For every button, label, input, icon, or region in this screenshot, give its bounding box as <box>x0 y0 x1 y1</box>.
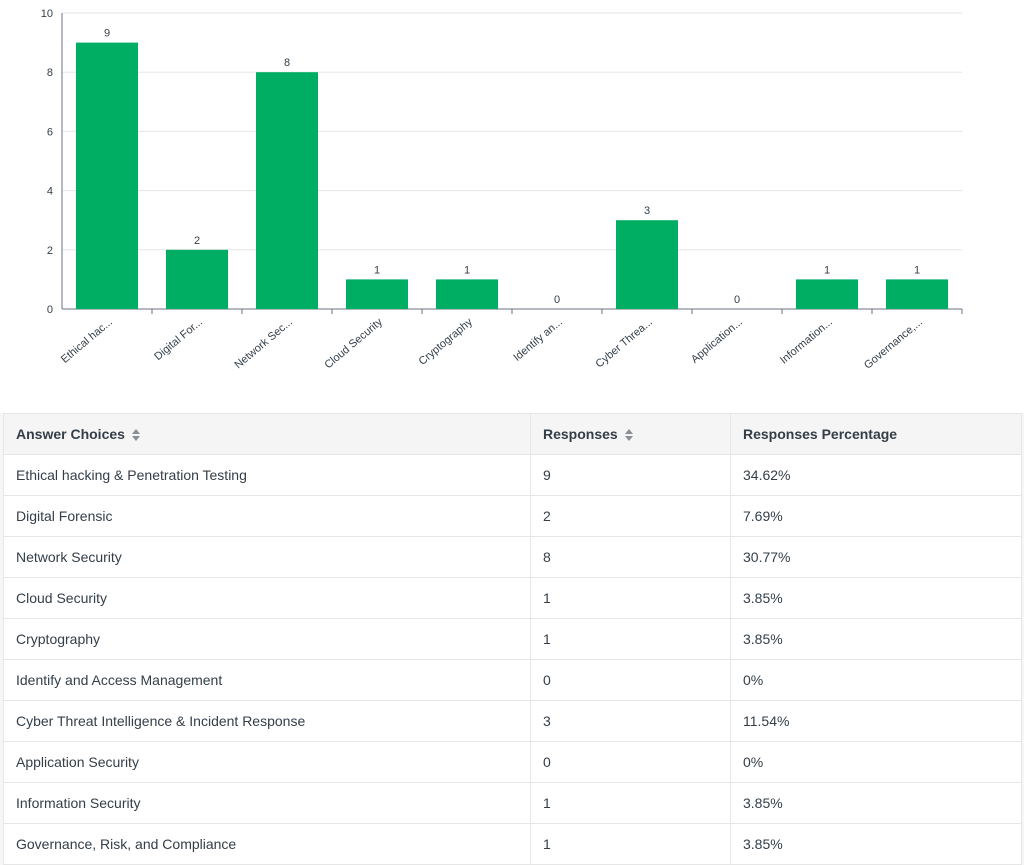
bar <box>76 42 138 309</box>
data-label: 0 <box>734 294 740 306</box>
data-label: 2 <box>194 235 200 247</box>
header-answer-choices[interactable]: Answer Choices <box>3 413 531 455</box>
header-answer-choices-label: Answer Choices <box>16 425 125 442</box>
percentage-cell: 7.69% <box>730 495 1022 537</box>
bar <box>166 249 228 309</box>
percentage-cell: 0% <box>730 741 1022 783</box>
x-tick-label: Governance,... <box>862 316 925 372</box>
header-responses-label: Responses <box>543 425 618 442</box>
bar <box>346 279 408 309</box>
answer-choice-cell: Application Security <box>3 741 531 783</box>
data-label: 1 <box>824 264 830 276</box>
answer-choice-cell: Ethical hacking & Penetration Testing <box>3 454 531 496</box>
responses-cell: 1 <box>530 618 731 660</box>
responses-cell: 9 <box>530 454 731 496</box>
x-tick-label: Cloud Security <box>322 316 385 371</box>
percentage-cell: 3.85% <box>730 782 1022 824</box>
header-responses[interactable]: Responses <box>530 413 731 455</box>
y-tick-label: 8 <box>47 67 53 79</box>
y-tick-label: 4 <box>47 186 53 198</box>
answer-choice-cell: Digital Forensic <box>3 495 531 537</box>
data-label: 0 <box>554 294 560 306</box>
bar <box>436 279 498 309</box>
sort-icon[interactable] <box>131 428 141 442</box>
table-row: Governance, Risk, and Compliance 1 3.85% <box>3 823 1022 865</box>
results-table: Answer Choices Responses Responses Perce… <box>3 413 1022 865</box>
data-label: 1 <box>914 264 920 276</box>
table-row: Digital Forensic 2 7.69% <box>3 495 1022 537</box>
table-row: Ethical hacking & Penetration Testing 9 … <box>3 454 1022 496</box>
answer-choice-cell: Cryptography <box>3 618 531 660</box>
bar <box>256 72 318 309</box>
y-tick-label: 0 <box>47 304 53 316</box>
answer-choice-cell: Network Security <box>3 536 531 578</box>
x-tick-label: Digital For... <box>152 316 205 363</box>
responses-cell: 8 <box>530 536 731 578</box>
table-row: Network Security 8 30.77% <box>3 536 1022 578</box>
data-label: 3 <box>644 205 650 217</box>
header-responses-percentage-label: Responses Percentage <box>743 426 898 442</box>
responses-cell: 0 <box>530 741 731 783</box>
responses-cell: 0 <box>530 659 731 701</box>
percentage-cell: 3.85% <box>730 618 1022 660</box>
bar <box>796 279 858 309</box>
answer-choice-cell: Information Security <box>3 782 531 824</box>
table-row: Information Security 1 3.85% <box>3 782 1022 824</box>
table-row: Cryptography 1 3.85% <box>3 618 1022 660</box>
data-label: 1 <box>374 264 380 276</box>
data-label: 9 <box>104 28 110 40</box>
table-header-row: Answer Choices Responses Responses Perce… <box>3 413 1022 455</box>
data-label: 8 <box>284 57 290 69</box>
x-tick-label: Cryptography <box>417 316 476 368</box>
responses-cell: 1 <box>530 577 731 619</box>
chart-panel: 0 2 4 6 8 10 9 Ethical hac... 2 Digital For... 8 Ne… <box>0 0 1024 413</box>
sort-icon[interactable] <box>624 428 634 442</box>
x-tick-label: Application... <box>689 316 745 366</box>
percentage-cell: 0% <box>730 659 1022 701</box>
answer-choice-cell: Governance, Risk, and Compliance <box>3 823 531 865</box>
bar <box>886 279 948 309</box>
answer-choice-cell: Cloud Security <box>3 577 531 619</box>
responses-cell: 3 <box>530 700 731 742</box>
data-label: 1 <box>464 264 470 276</box>
table-row: Identify and Access Management 0 0% <box>3 659 1022 701</box>
header-responses-percentage: Responses Percentage <box>730 413 1022 455</box>
y-tick-label: 2 <box>47 245 53 257</box>
table-row: Cloud Security 1 3.85% <box>3 577 1022 619</box>
x-tick-label: Cyber Threa... <box>594 316 655 370</box>
percentage-cell: 11.54% <box>730 700 1022 742</box>
x-tick-label: Identify an... <box>511 316 565 364</box>
y-tick-label: 6 <box>47 126 53 138</box>
table-row: Cyber Threat Intelligence & Incident Res… <box>3 700 1022 742</box>
x-tick-label: Network Sec... <box>232 316 295 371</box>
responses-cell: 1 <box>530 823 731 865</box>
bar <box>616 220 678 309</box>
percentage-cell: 30.77% <box>730 536 1022 578</box>
table-row: Application Security 0 0% <box>3 741 1022 783</box>
x-tick-label: Information... <box>778 316 835 366</box>
percentage-cell: 3.85% <box>730 577 1022 619</box>
answer-choice-cell: Cyber Threat Intelligence & Incident Res… <box>3 700 531 742</box>
responses-cell: 2 <box>530 495 731 537</box>
y-tick-label: 10 <box>41 8 53 20</box>
responses-cell: 1 <box>530 782 731 824</box>
answer-choice-cell: Identify and Access Management <box>3 659 531 701</box>
x-tick-label: Ethical hac... <box>59 316 115 366</box>
percentage-cell: 34.62% <box>730 454 1022 496</box>
percentage-cell: 3.85% <box>730 823 1022 865</box>
